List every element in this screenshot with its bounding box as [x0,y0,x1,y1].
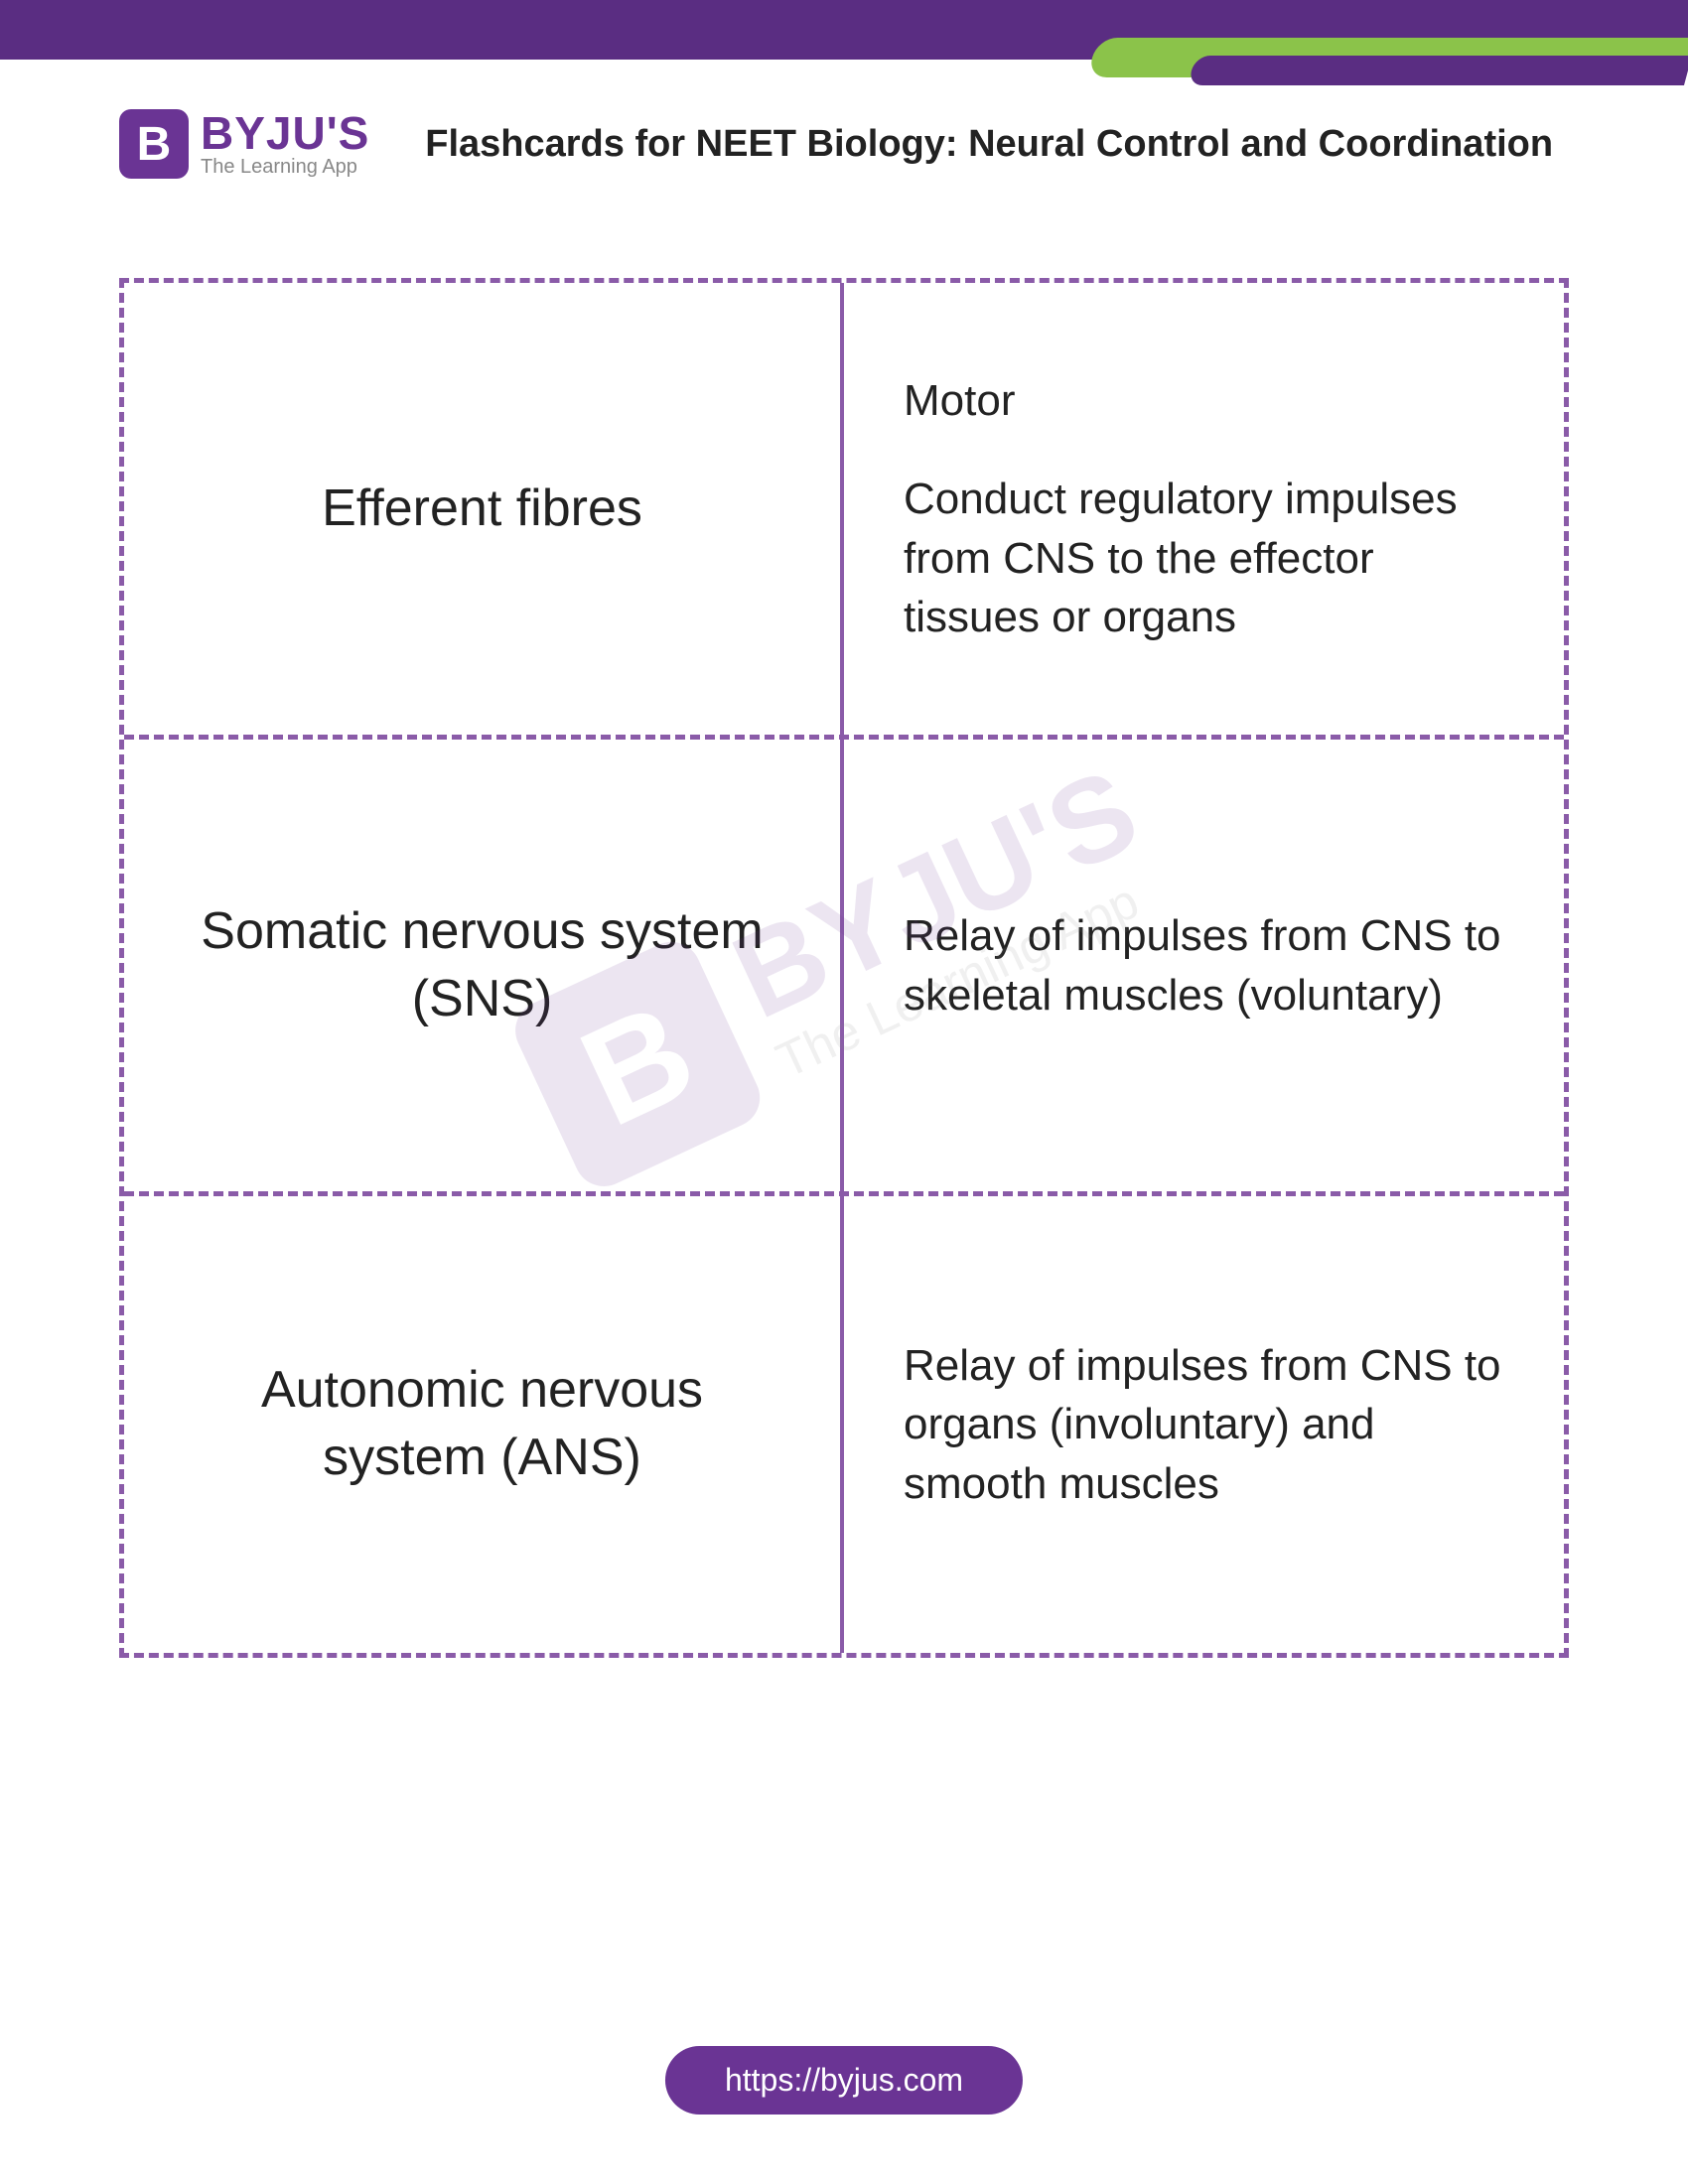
definition-text: Relay of impulses from CNS to skeletal m… [904,906,1504,1024]
term-cell: Autonomic nervous system (ANS) [124,1196,844,1653]
definition-text: Conduct regulatory impulses from CNS to … [904,470,1504,646]
table-row: Efferent fibres Motor Conduct regulatory… [124,283,1564,740]
logo-text: BYJU'S The Learning App [201,110,369,179]
top-bar [0,0,1688,60]
logo: B BYJU'S The Learning App [119,109,369,179]
footer-link[interactable]: https://byjus.com [665,2046,1023,2115]
brand-tagline: The Learning App [201,156,369,179]
definition-heading: Motor [904,371,1504,430]
definition-text: Relay of impulses from CNS to organs (in… [904,1336,1504,1513]
table-row: Somatic nervous system (SNS) Relay of im… [124,740,1564,1196]
definition-cell: Relay of impulses from CNS to skeletal m… [844,740,1564,1191]
table-row: Autonomic nervous system (ANS) Relay of … [124,1196,1564,1653]
definition-cell: Relay of impulses from CNS to organs (in… [844,1196,1564,1653]
brand-name: BYJU'S [201,110,369,156]
logo-icon: B [119,109,189,179]
decorative-curve-purple [1188,56,1688,85]
definition-cell: Motor Conduct regulatory impulses from C… [844,283,1564,735]
term-cell: Efferent fibres [124,283,844,735]
term-cell: Somatic nervous system (SNS) [124,740,844,1191]
page-title: Flashcards for NEET Biology: Neural Cont… [369,123,1569,166]
flashcard-table: B BYJU'S The Learning App Efferent fibre… [119,278,1569,1658]
